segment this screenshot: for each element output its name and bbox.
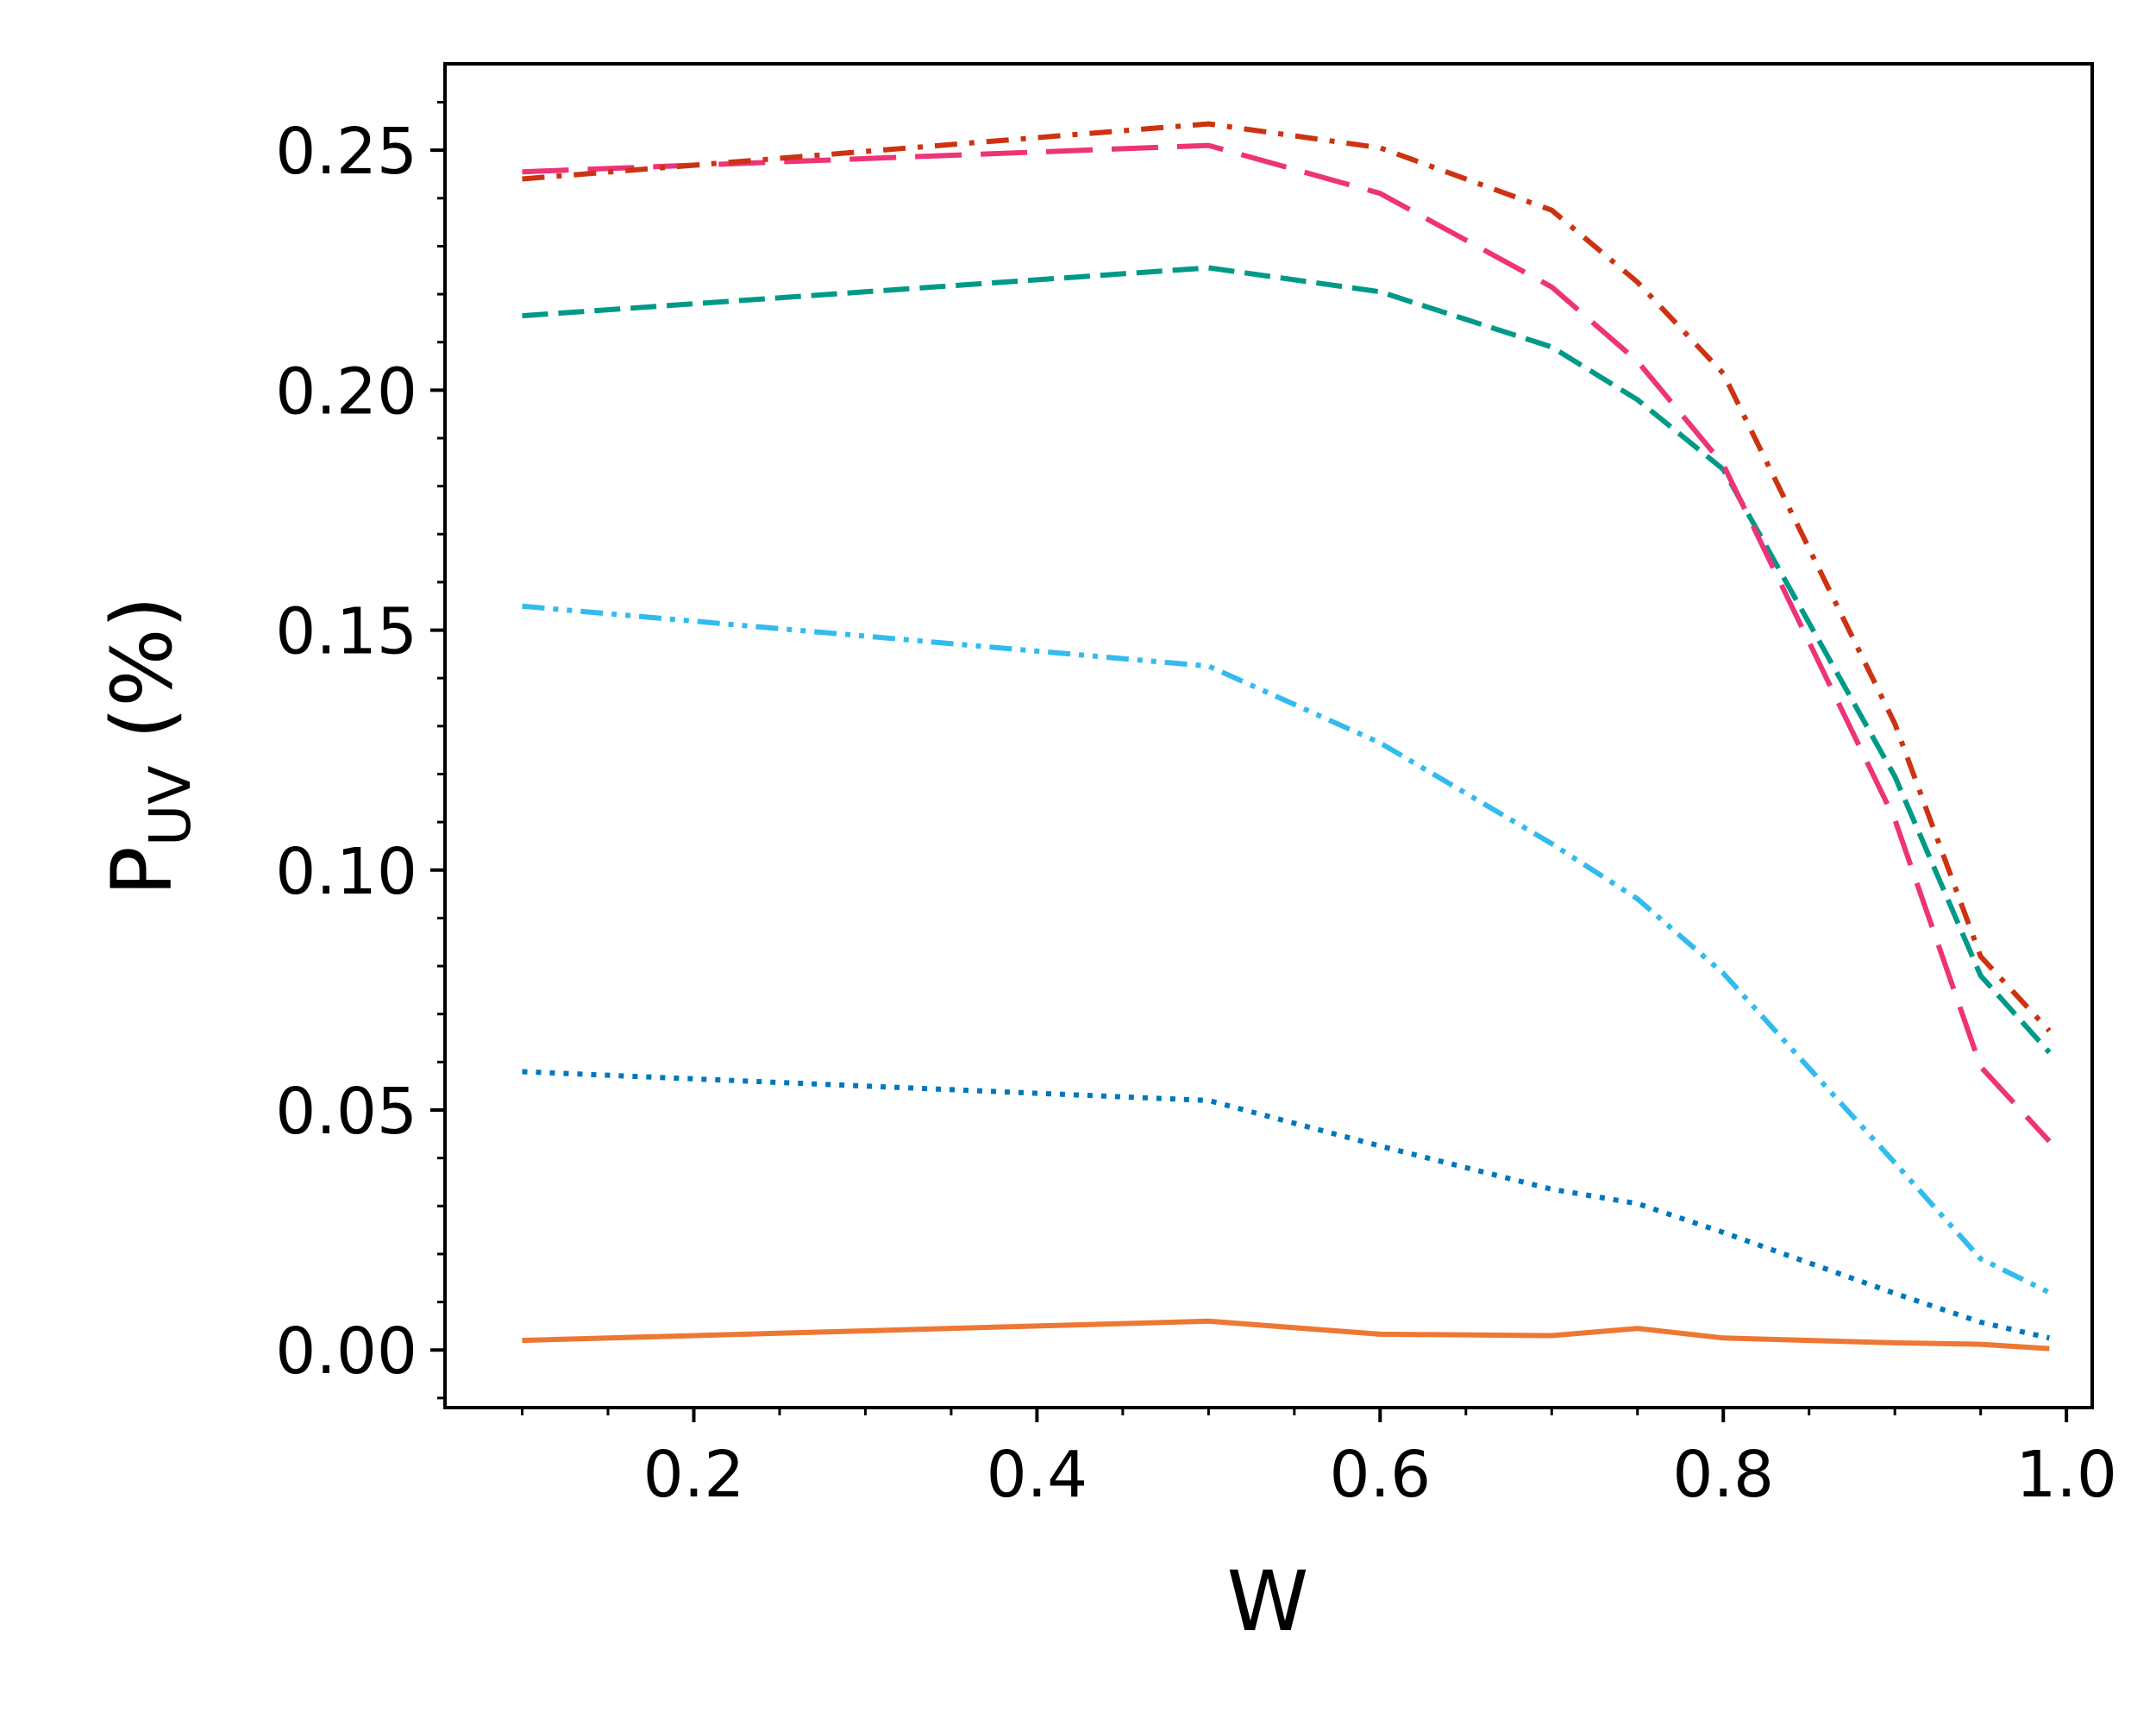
y-tick-label: 0.05 xyxy=(275,1075,417,1149)
x-axis-label: W xyxy=(1227,1553,1309,1650)
major-ticks xyxy=(430,148,2069,1422)
y-tick-label: 0.15 xyxy=(275,595,417,669)
x-tick-label: 1.0 xyxy=(2015,1438,2117,1512)
plot-frame xyxy=(443,62,2094,1409)
x-tick-label: 0.6 xyxy=(1329,1438,1431,1512)
series-layer xyxy=(522,121,2052,1352)
y-tick-label: 0.10 xyxy=(275,835,417,909)
y-axis-label-main: P xyxy=(94,846,191,896)
series-line-dashed-teal xyxy=(522,265,2052,1055)
tick-labels: 0.2 0.4 0.6 0.8 1.0 0.00 0.05 0.10 0.15 0.20 0.25 xyxy=(275,115,2117,1512)
y-axis-label-suffix: (%) xyxy=(94,596,191,766)
y-tick-label: 0.25 xyxy=(275,115,417,189)
y-axis-label-subscript: UV xyxy=(137,766,204,846)
y-tick-label: 0.20 xyxy=(275,354,417,429)
x-tick-label: 0.8 xyxy=(1672,1438,1774,1512)
series-line-dash-dot-dot-cyan xyxy=(522,603,2051,1295)
y-tick-label: 0.00 xyxy=(275,1314,417,1389)
series-line-long-dash-magenta xyxy=(522,142,2052,1144)
y-axis-label: PUV (%) xyxy=(94,596,204,896)
series-line-solid-orange xyxy=(522,1318,2050,1352)
x-tick-label: 0.2 xyxy=(643,1438,745,1512)
x-tick-label: 0.4 xyxy=(987,1438,1088,1512)
series-line-dotted-blue xyxy=(522,1069,2050,1341)
series-line-dash-dot-red xyxy=(522,121,2052,1033)
